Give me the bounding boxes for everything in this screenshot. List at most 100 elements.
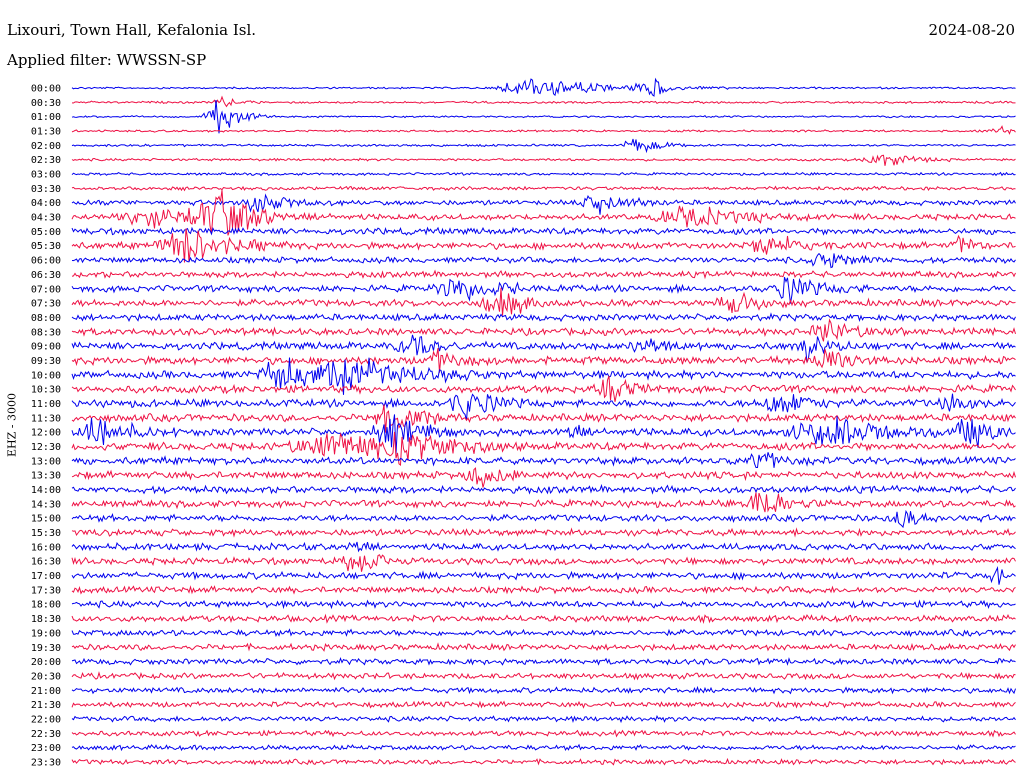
seismogram-trace [71,483,1016,495]
seismogram-trace [71,348,1016,373]
time-label: 11:00 [31,399,61,410]
time-label: 00:30 [31,98,61,109]
seismogram-trace [71,599,1016,610]
seismogram-trace [71,685,1016,695]
seismogram-trace [71,375,1016,402]
seismogram-trace [71,287,1016,316]
time-label: 22:30 [31,729,61,740]
time-label: 19:30 [31,643,61,654]
time-label: 07:00 [31,284,61,295]
seismogram-trace [71,357,1016,395]
seismogram-trace [71,252,1016,269]
time-label: 00:00 [31,84,61,95]
time-label: 22:00 [31,714,61,725]
time-label: 03:00 [31,170,61,181]
seismogram-trace [71,527,1016,538]
time-label: 19:00 [31,628,61,639]
seismogram-trace [71,269,1016,280]
time-label: 09:30 [31,356,61,367]
seismogram-trace [71,95,1016,108]
time-label: 23:00 [31,743,61,754]
seismogram-trace [71,657,1016,666]
time-label: 12:00 [31,428,61,439]
seismogram-trace [71,714,1016,724]
station-title: Lixouri, Town Hall, Kefalonia Isl. [7,21,257,39]
seismogram-trace [71,492,1016,513]
seismogram-trace [71,125,1016,135]
time-label: 01:30 [31,127,61,138]
time-label: 06:30 [31,270,61,281]
seismogram-trace [71,138,1016,154]
time-label: 08:00 [31,313,61,324]
time-label: 17:00 [31,571,61,582]
time-label: 18:30 [31,614,61,625]
seismogram-trace [71,585,1016,595]
seismogram-trace [71,431,1016,466]
seismogram-trace [71,185,1016,192]
time-label: 05:00 [31,227,61,238]
time-label: 17:30 [31,585,61,596]
seismogram-trace [71,154,1016,166]
seismogram-trace [71,452,1016,468]
time-label: 15:30 [31,528,61,539]
time-label: 21:00 [31,686,61,697]
seismogram-trace [71,509,1016,529]
seismogram-trace [71,404,1016,433]
seismogram-trace [71,393,1016,421]
seismogram-trace [71,226,1016,236]
filter-label: Applied filter: WWSSN-SP [7,51,207,69]
time-label: 06:00 [31,256,61,267]
seismogram-trace [71,554,1016,572]
time-label: 02:30 [31,155,61,166]
date-label: 2024-08-20 [928,21,1015,39]
seismogram-trace [71,77,1016,97]
time-label: 15:00 [31,514,61,525]
seismogram-trace [71,467,1016,488]
seismogram-trace [71,312,1016,323]
seismogram-trace [71,171,1016,177]
seismogram-trace [71,671,1016,681]
time-label: 08:30 [31,327,61,338]
seismogram-trace [71,743,1016,752]
seismogram-trace [71,190,1016,236]
time-label: 23:30 [31,757,61,768]
seismogram-trace [71,628,1016,638]
seismogram-trace [71,613,1016,624]
time-label: 04:00 [31,198,61,209]
time-label: 07:30 [31,299,61,310]
time-label: 16:30 [31,557,61,568]
seismogram-trace [71,729,1016,738]
time-label: 05:30 [31,241,61,252]
seismogram-trace [71,318,1016,342]
seismogram-trace [71,541,1016,553]
seismogram-trace [71,228,1016,263]
time-label: 14:00 [31,485,61,496]
seismogram-trace [71,414,1016,454]
time-label: 16:00 [31,542,61,553]
seismogram-trace [71,193,1016,215]
time-label: 01:00 [31,112,61,123]
seismogram-trace [71,642,1016,652]
time-label: 10:00 [31,370,61,381]
time-label: 10:30 [31,385,61,396]
time-label: 04:30 [31,213,61,224]
time-label: 13:00 [31,456,61,467]
time-label: 11:30 [31,413,61,424]
seismogram-trace [71,99,1016,134]
seismogram-trace [71,566,1016,585]
time-label: 12:30 [31,442,61,453]
time-label: 20:30 [31,671,61,682]
seismogram-trace [71,757,1016,766]
seismogram-trace [71,334,1016,363]
seismogram-trace [71,700,1016,709]
time-label: 21:30 [31,700,61,711]
time-label: 20:00 [31,657,61,668]
time-label: 03:30 [31,184,61,195]
time-label: 14:30 [31,499,61,510]
time-label: 13:30 [31,471,61,482]
time-label: 02:00 [31,141,61,152]
seismogram-trace [71,276,1016,304]
time-label: 18:00 [31,600,61,611]
time-label: 09:00 [31,342,61,353]
